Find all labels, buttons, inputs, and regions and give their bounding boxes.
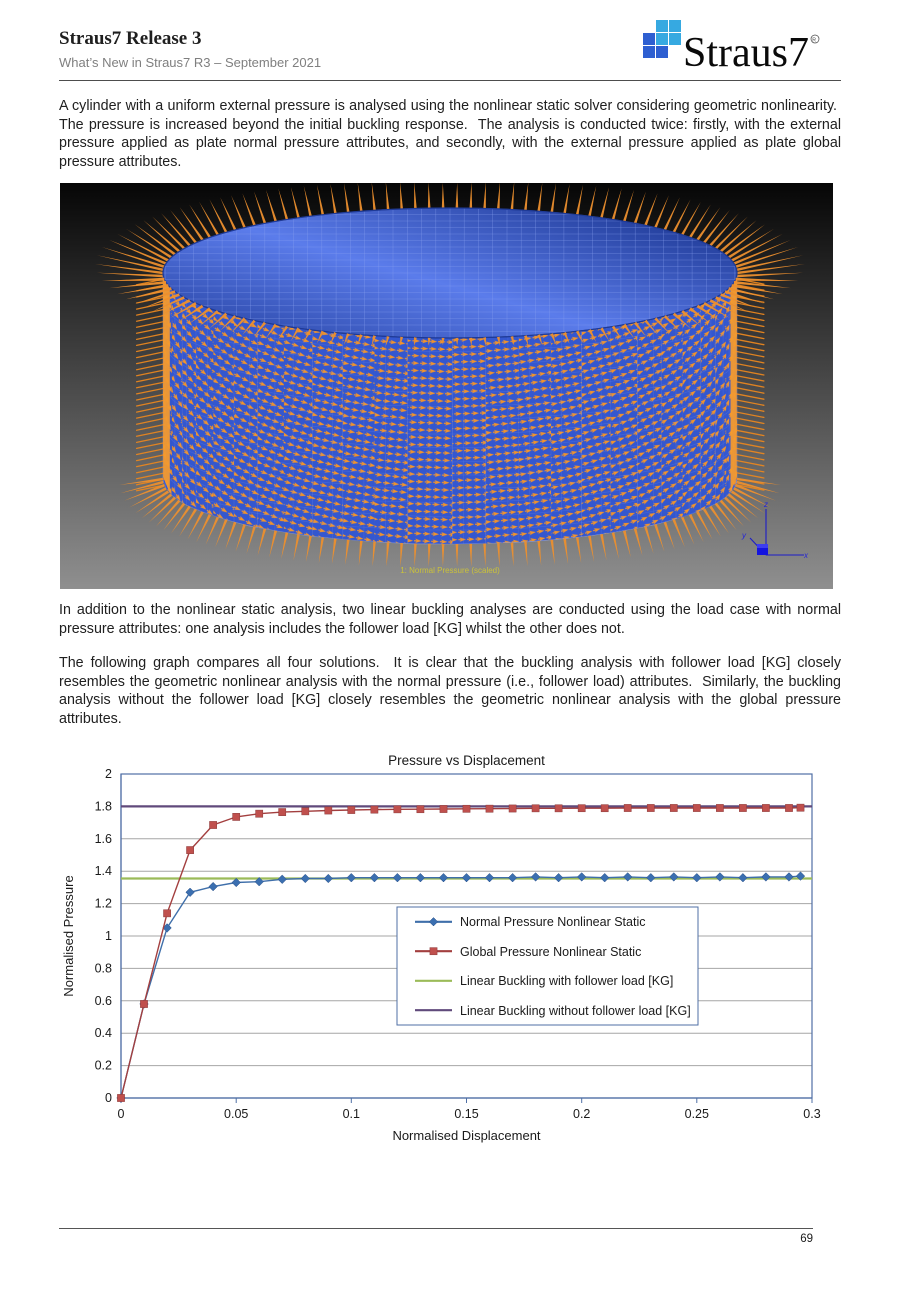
svg-text:Straus7: Straus7 (683, 30, 809, 76)
svg-text:1.6: 1.6 (95, 832, 112, 846)
svg-text:1: Normal Pressure (scaled): 1: Normal Pressure (scaled) (400, 566, 500, 575)
svg-text:Normalised Displacement: Normalised Displacement (392, 1128, 540, 1143)
svg-text:1.8: 1.8 (95, 799, 112, 813)
svg-text:0.2: 0.2 (95, 1059, 112, 1073)
svg-text:Normal Pressure Nonlinear Stat: Normal Pressure Nonlinear Static (460, 915, 646, 929)
svg-text:0.3: 0.3 (803, 1107, 820, 1121)
svg-text:Normalised Pressure: Normalised Pressure (61, 875, 76, 996)
svg-text:0.4: 0.4 (95, 1026, 112, 1040)
svg-text:Pressure vs Displacement: Pressure vs Displacement (388, 753, 545, 768)
svg-text:0.15: 0.15 (454, 1107, 478, 1121)
svg-text:1.2: 1.2 (95, 897, 112, 911)
svg-text:2: 2 (105, 767, 112, 781)
svg-text:Linear Buckling without follow: Linear Buckling without follower load [K… (460, 1004, 691, 1018)
svg-text:0: 0 (105, 1091, 112, 1105)
svg-text:0.8: 0.8 (95, 961, 112, 975)
svg-text:0.6: 0.6 (95, 994, 112, 1008)
svg-text:Global Pressure Nonlinear Stat: Global Pressure Nonlinear Static (460, 945, 641, 959)
svg-text:0.05: 0.05 (224, 1107, 248, 1121)
svg-text:z: z (763, 500, 768, 509)
svg-text:R: R (812, 38, 816, 44)
svg-text:0.1: 0.1 (343, 1107, 360, 1121)
svg-text:0: 0 (118, 1107, 125, 1121)
svg-text:Linear Buckling with follower: Linear Buckling with follower load [KG] (460, 974, 673, 988)
svg-text:0.2: 0.2 (573, 1107, 590, 1121)
svg-text:1: 1 (105, 929, 112, 943)
svg-text:0.25: 0.25 (685, 1107, 709, 1121)
svg-text:1.4: 1.4 (95, 864, 112, 878)
